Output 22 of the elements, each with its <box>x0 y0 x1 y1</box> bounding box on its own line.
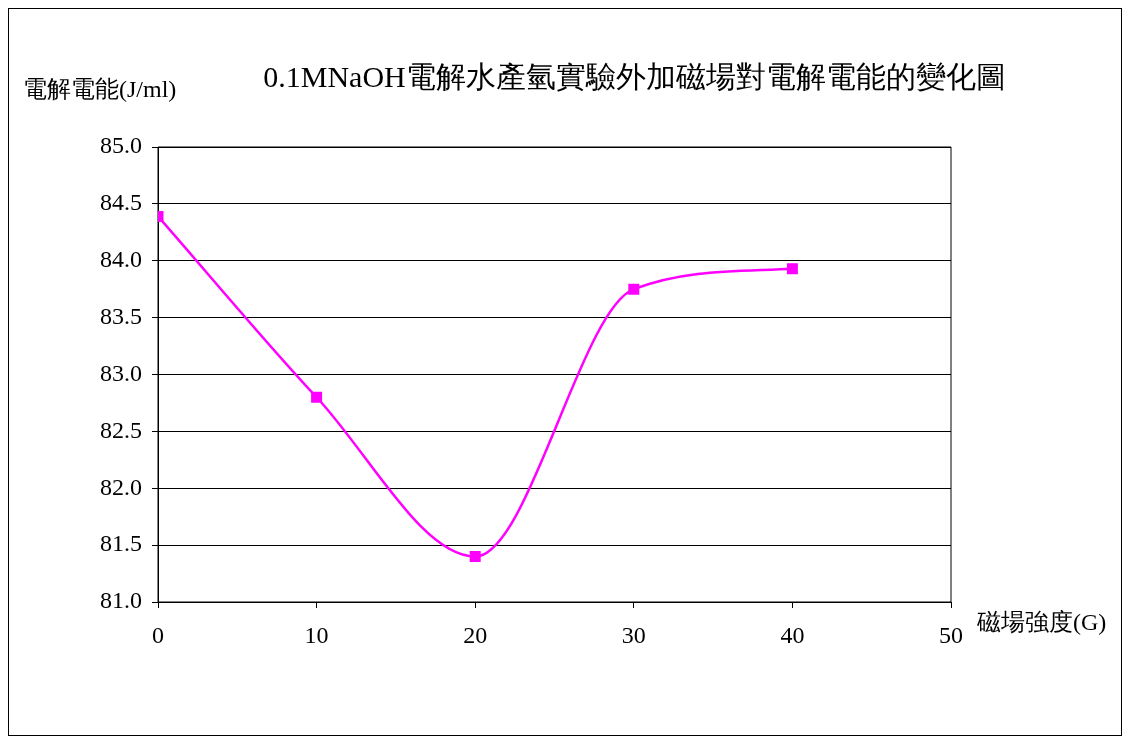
y-tick-label: 82.0 <box>100 473 142 500</box>
y-tick-label: 83.0 <box>100 359 142 386</box>
x-tick-label: 20 <box>463 621 488 648</box>
point <box>786 263 798 275</box>
y-tick-label: 84.0 <box>100 246 142 273</box>
x-tick-label: 50 <box>939 621 963 648</box>
x-tick-label: 0 <box>152 621 164 648</box>
y-tick-label: 81.0 <box>100 587 142 614</box>
y-tick-label: 81.5 <box>100 530 142 557</box>
point <box>469 551 481 562</box>
x-tick-label: 30 <box>621 621 646 648</box>
chart-title: 0.1MNaOH電解水產氫實驗外加磁場對電解電能的變化圖 <box>263 59 1006 93</box>
point <box>628 283 640 295</box>
x-tick-label: 10 <box>304 621 329 648</box>
y-tick-label: 82.5 <box>100 416 142 443</box>
y-tick-label: 85.0 <box>100 132 142 159</box>
y-axis-title: 電解電能(J/ml) <box>23 76 177 103</box>
point <box>311 391 323 403</box>
y-tick-label: 83.5 <box>100 302 142 329</box>
x-axis-title: 磁場強度(G) <box>976 609 1107 636</box>
x-tick-label: 40 <box>780 621 805 648</box>
y-tick-label: 84.5 <box>100 189 142 216</box>
